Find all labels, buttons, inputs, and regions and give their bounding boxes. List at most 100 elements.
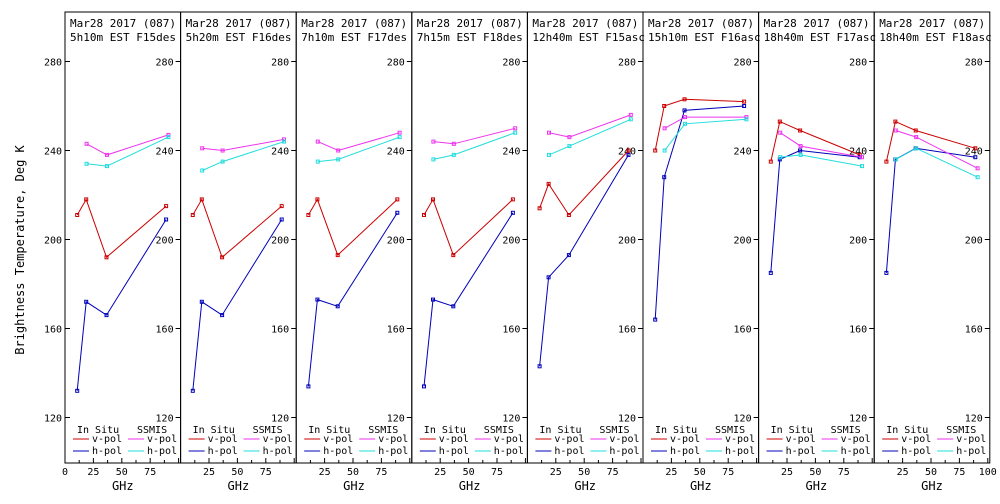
panel-1-ytick-label-200: 200 [156, 236, 174, 247]
panel-3-series-3-point-1 [315, 139, 320, 144]
panel-8-series-4-point-2 [914, 146, 919, 151]
panel-3-xtick-label-50: 50 [347, 467, 359, 478]
panel-2-title-line2: 5h20m EST F16des [186, 31, 292, 44]
panel-5-series-1-line [539, 150, 629, 216]
panel-6-legend-ssmis-v_pol: v-pol [725, 434, 755, 445]
panel-8-series-3-point-3 [975, 166, 980, 171]
panel-2-series-1-point-2 [199, 197, 204, 202]
panel-1-series-3-point-2 [105, 152, 109, 157]
panel-8-series-2-line [885, 147, 976, 273]
panel-6-series-3-line [664, 116, 747, 129]
panel-7-series-2-point-3 [798, 148, 803, 153]
panel-1-legend-insitu-v_pol: v-pol [92, 434, 122, 445]
panel-4-title-line1: Mar28 2017 (087) [417, 17, 523, 30]
panel-1-ytick-label-280: 280 [156, 58, 174, 69]
y-axis-label: Brightness Temperature, Deg K [13, 144, 27, 354]
panel-2-series-2-point-1 [190, 388, 195, 393]
panel-4-series-3-point-1 [431, 139, 436, 144]
panel-3-ytick-label-160: 160 [387, 325, 405, 336]
panel-4-series-1-point-2 [431, 197, 435, 202]
panel-8-ytick-label-200: 200 [965, 236, 983, 247]
panel-8-ytick-label-280: 280 [965, 58, 983, 69]
panel-4-series-1-point-1 [422, 213, 426, 217]
panel-2-series-1-point-3 [220, 255, 225, 260]
panel-5-legend-insitu-h_pol: h-pol [554, 446, 584, 457]
panel-3-legend-ssmis: SSMIS [368, 425, 398, 436]
panel-4-legend-insitu-h_pol: h-pol [439, 446, 469, 457]
panel-1-series-4-line [86, 136, 169, 167]
panel-5-series-3-point-2 [567, 135, 572, 140]
panel-7-series-4-line [780, 154, 863, 167]
panel-3-series-4-point-1 [315, 159, 320, 164]
panel-4-series-1-point-3 [451, 253, 456, 258]
panel-3-series-1-point-3 [335, 253, 340, 258]
panel-2-legend-ssmis-h_pol: h-pol [263, 446, 293, 457]
panel-7-series-4-point-1 [778, 155, 783, 160]
panel-5-series-3-line [548, 114, 631, 138]
panel-6-legend-ssmis: SSMIS [715, 425, 745, 436]
panel-8-legend-insitu-h_pol: h-pol [901, 446, 931, 457]
panel-6-ytick-label-200: 200 [734, 236, 752, 247]
panel-5-ytick-label-160: 160 [618, 325, 636, 336]
panel-6-xtick-label-50: 50 [694, 467, 706, 478]
panel-8-series-2-point-1 [884, 270, 889, 275]
panel-8-series-4-point-1 [893, 157, 898, 162]
panel-7-legend-insitu: In Situ [771, 425, 813, 436]
panel-4-legend-ssmis-v_pol: v-pol [494, 434, 524, 445]
panel-2-legend-ssmis: SSMIS [253, 425, 283, 436]
panel-4-series-4-point-3 [513, 130, 518, 135]
panel-6-series-2-point-4 [742, 104, 747, 108]
panel-2-title-line1: Mar28 2017 (087) [186, 17, 292, 30]
panel-8-ytick-label-240: 240 [965, 147, 983, 158]
panel-7-series-1-point-2 [777, 119, 782, 124]
panel-1-series-1-point-3 [104, 255, 109, 260]
left-ytick-label-200: 200 [44, 236, 62, 247]
panel-5-series-1-point-2 [546, 181, 551, 186]
panel-6-legend-insitu-h_pol: h-pol [670, 446, 700, 457]
panel-1-xlabel: GHz [112, 479, 134, 493]
panel-4-ytick-label-200: 200 [502, 236, 520, 247]
panel-4-legend-insitu-v_pol: v-pol [439, 434, 469, 445]
panel-3-series-1-line [307, 198, 398, 256]
panel-5-ytick-label-280: 280 [618, 58, 636, 69]
panel-5-series-3-point-1 [547, 130, 551, 135]
panel-7-series-4-point-2 [798, 152, 803, 157]
panel-2-series-2-line [192, 219, 283, 391]
panel-5-xtick-label-25: 25 [550, 467, 562, 478]
panel-5-series-1-point-4 [626, 148, 631, 153]
panel-7-legend-insitu-h_pol: h-pol [786, 446, 816, 457]
panel-5-xlabel: GHz [574, 479, 596, 493]
panel-6-series-1-point-1 [653, 148, 658, 153]
panel-6-series-1-point-3 [682, 97, 687, 102]
panel-2-xtick-label-75: 75 [260, 467, 272, 478]
panel-4-series-2-point-4 [510, 210, 515, 215]
panel-2-series-3-point-1 [200, 146, 205, 151]
panel-3-series-2-line [307, 212, 398, 387]
panel-3-series-2-point-4 [395, 210, 400, 215]
panel-7-xtick-label-75: 75 [838, 467, 850, 478]
panel-7-xtick-label-50: 50 [809, 467, 821, 478]
panel-2-series-1-point-4 [279, 204, 284, 209]
panel-8-legend-ssmis-h_pol: h-pol [956, 446, 986, 457]
panel-7-ytick-label-200: 200 [849, 236, 867, 247]
panel-3-xtick-label-25: 25 [319, 467, 331, 478]
panel-8-frame [873, 11, 991, 464]
panel-7-series-1-point-1 [768, 159, 773, 164]
panel-1-legend-insitu-h_pol: h-pol [92, 446, 122, 457]
panel-8-series-1-point-3 [913, 128, 918, 133]
panel-5-series-1-point-3 [566, 213, 571, 217]
panel-3-series-3-point-2 [336, 148, 341, 153]
panel-1-series-4-point-1 [84, 161, 89, 166]
panel-6-series-1-point-4 [742, 99, 747, 104]
panel-1-series-2-point-1 [75, 388, 80, 393]
panel-5-series-2-point-2 [546, 275, 551, 280]
panel-8-title-line1: Mar28 2017 (087) [879, 17, 985, 30]
panel-6-series-4-point-2 [683, 121, 687, 126]
panel-7-series-2-line [770, 149, 860, 273]
panel-7-title-line1: Mar28 2017 (087) [764, 17, 870, 30]
panel-5-series-4-line [548, 118, 632, 156]
panel-1-series-1-point-1 [75, 213, 80, 217]
panel-4-xtick-label-50: 50 [463, 467, 475, 478]
panel-8-legend-insitu-v_pol: v-pol [901, 434, 931, 445]
panel-4-ytick-label-120: 120 [502, 414, 520, 425]
